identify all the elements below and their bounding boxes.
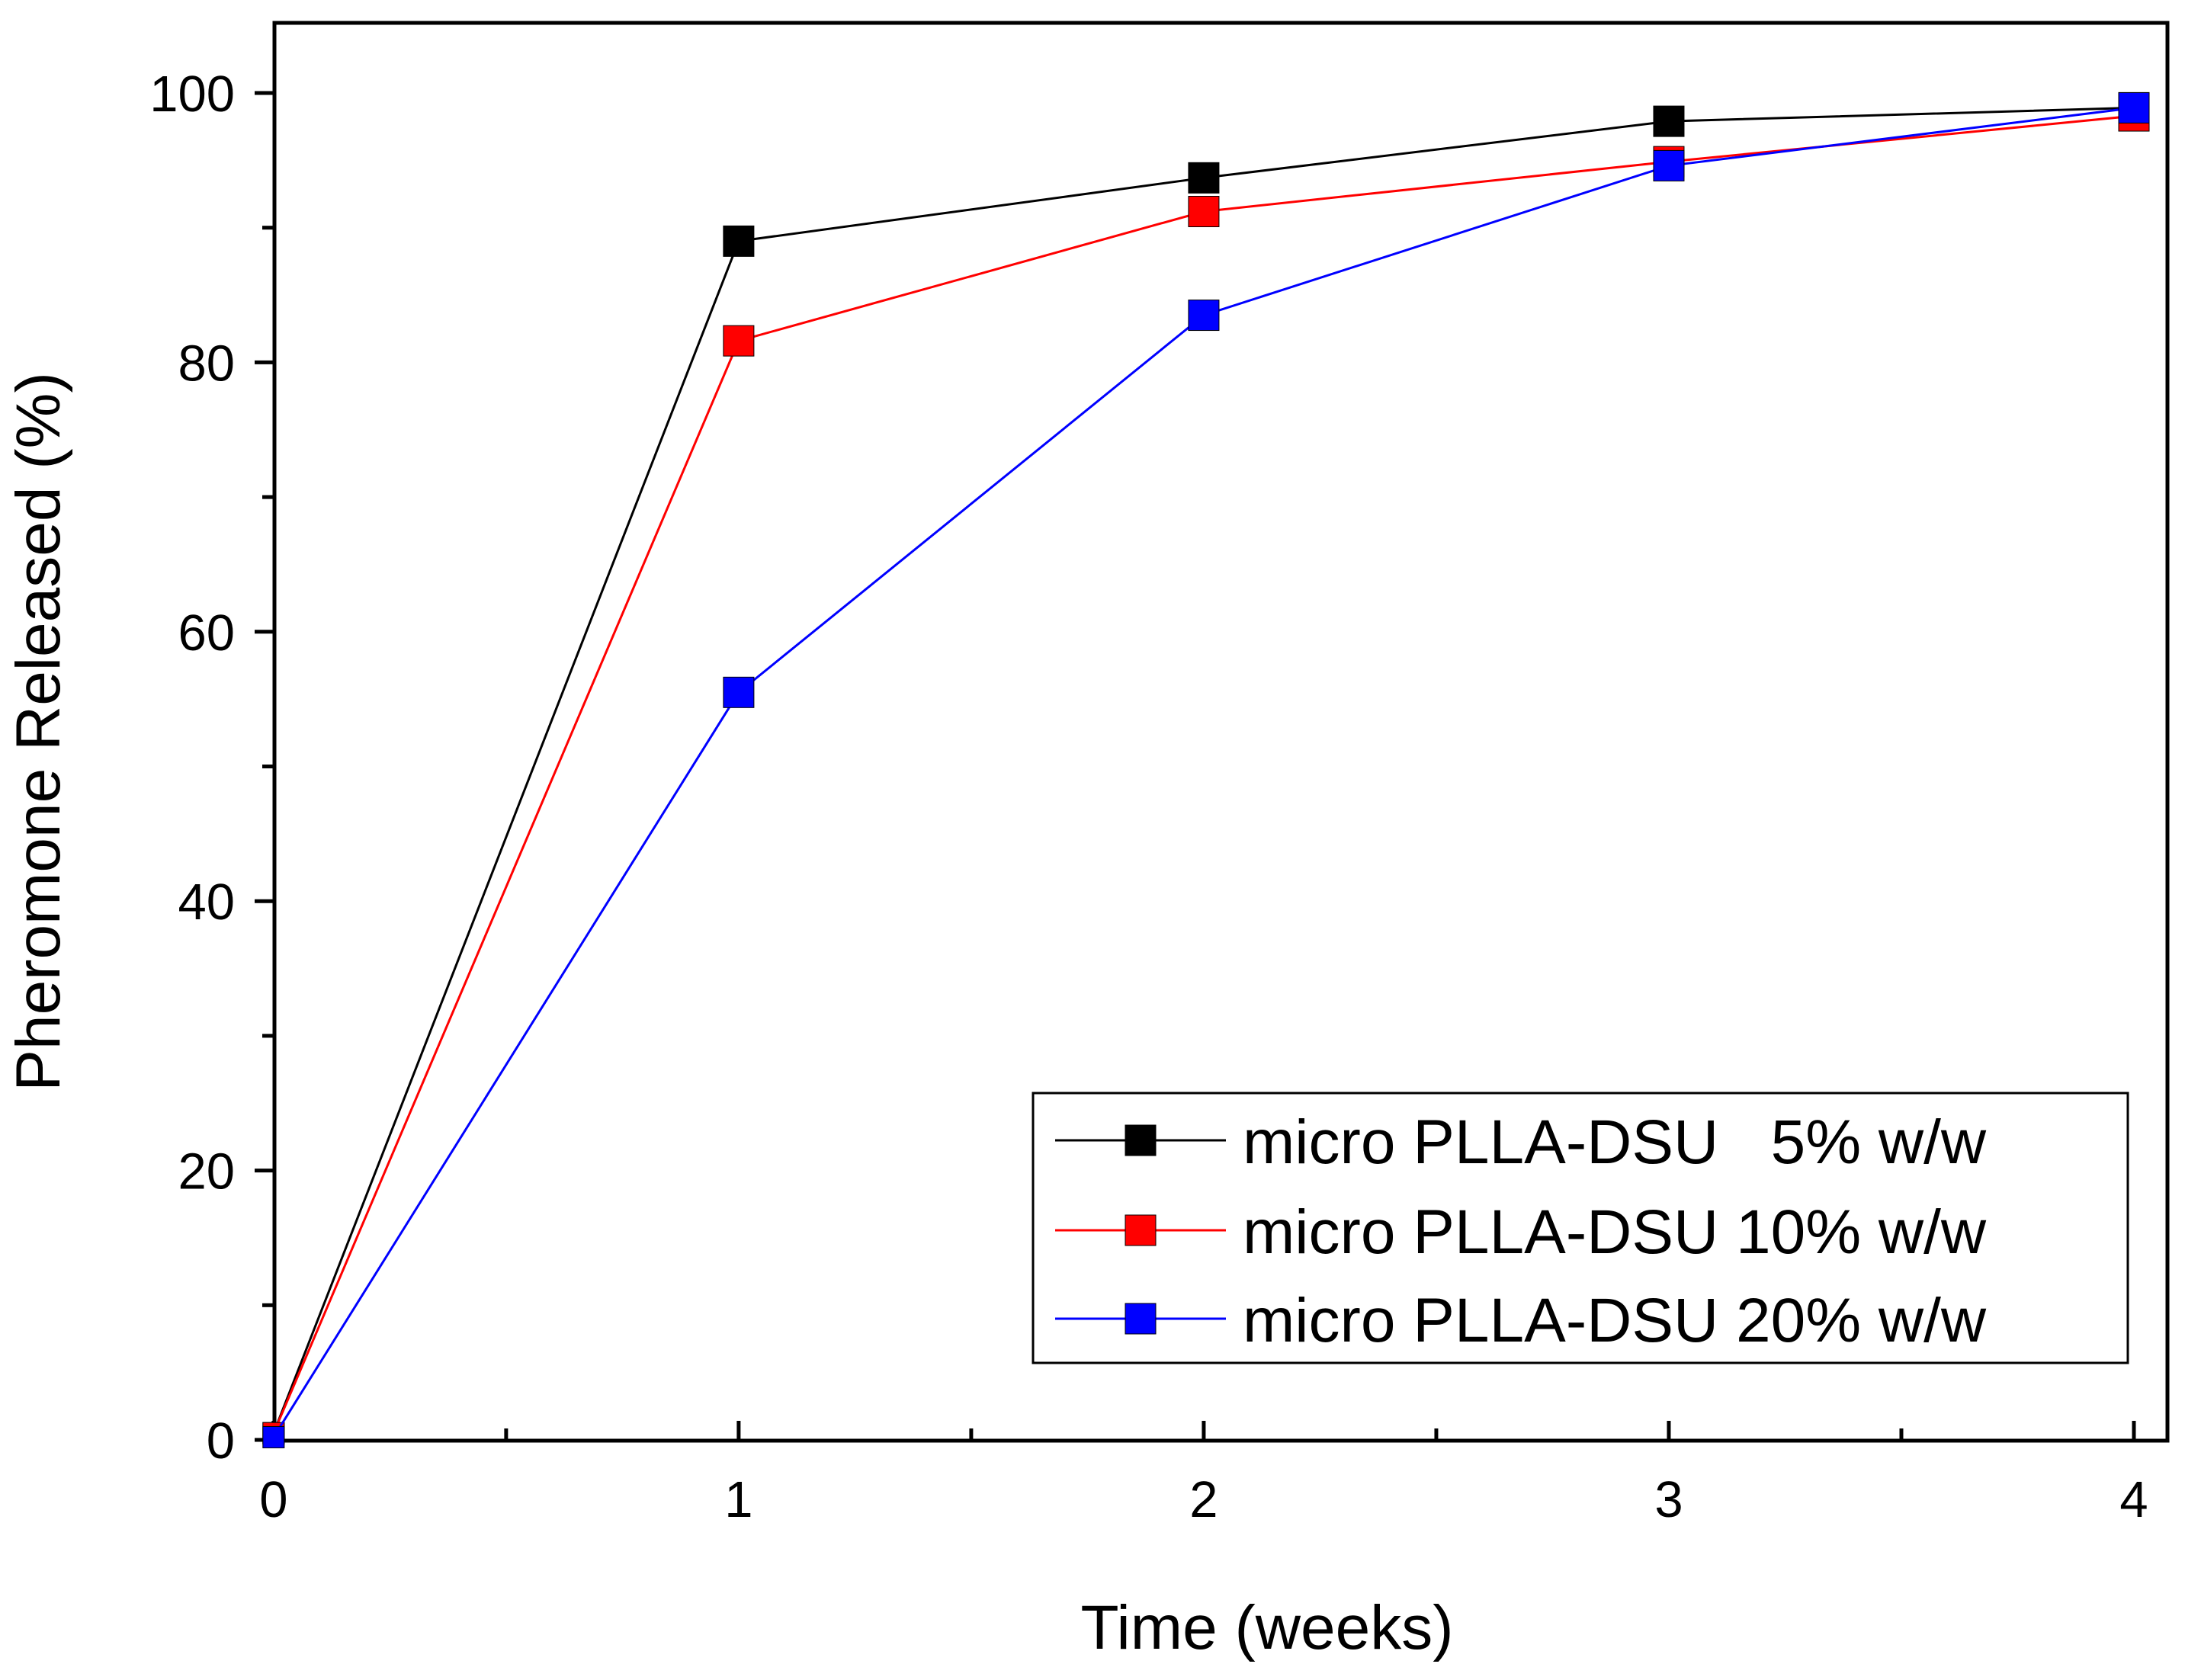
legend-entry: micro PLLA-DSU 20% w/w xyxy=(1055,1286,1987,1355)
data-point xyxy=(2118,91,2150,123)
y-axis-title: Pheromone Released (%) xyxy=(4,372,73,1091)
legend-entries: micro PLLA-DSU 5% w/w micro PLLA-DSU 10% … xyxy=(1055,1108,1987,1355)
data-point xyxy=(1188,300,1220,332)
y-tick-label: 60 xyxy=(178,604,235,662)
data-point xyxy=(1653,105,1685,137)
legend-label: micro PLLA-DSU 10% w/w xyxy=(1243,1197,1987,1267)
series-group xyxy=(262,91,2150,1448)
y-tick-label: 0 xyxy=(207,1412,235,1470)
legend-marker xyxy=(1125,1303,1157,1335)
x-tick-label: 4 xyxy=(2119,1471,2148,1528)
y-tick-label: 40 xyxy=(178,874,235,931)
legend: micro PLLA-DSU 5% w/w micro PLLA-DSU 10% … xyxy=(1032,1092,2129,1364)
data-point xyxy=(1188,195,1220,227)
y-tick-label: 100 xyxy=(149,66,235,123)
data-point xyxy=(723,676,755,708)
x-axis-title: Time (weeks) xyxy=(1081,1593,1454,1662)
legend-entry: micro PLLA-DSU 5% w/w xyxy=(1055,1108,1987,1177)
y-tick-label: 20 xyxy=(178,1143,235,1201)
x-tick-label: 2 xyxy=(1189,1471,1218,1528)
data-point xyxy=(723,325,755,357)
legend-marker xyxy=(1125,1214,1157,1246)
series-3 xyxy=(262,91,2150,1448)
y-tick-label: 80 xyxy=(178,335,235,392)
x-tick-label: 0 xyxy=(259,1471,287,1528)
legend-label: micro PLLA-DSU 20% w/w xyxy=(1243,1286,1987,1355)
data-point xyxy=(262,1425,285,1448)
legend-entry: micro PLLA-DSU 10% w/w xyxy=(1055,1197,1987,1267)
data-point xyxy=(723,225,755,257)
legend-marker xyxy=(1125,1124,1157,1156)
data-point xyxy=(1653,149,1685,181)
legend-label: micro PLLA-DSU 5% w/w xyxy=(1243,1108,1987,1177)
x-tick-label: 3 xyxy=(1654,1471,1683,1528)
x-tick-label: 1 xyxy=(724,1471,752,1528)
legend-box xyxy=(1032,1092,2129,1364)
data-point xyxy=(1188,162,1220,194)
